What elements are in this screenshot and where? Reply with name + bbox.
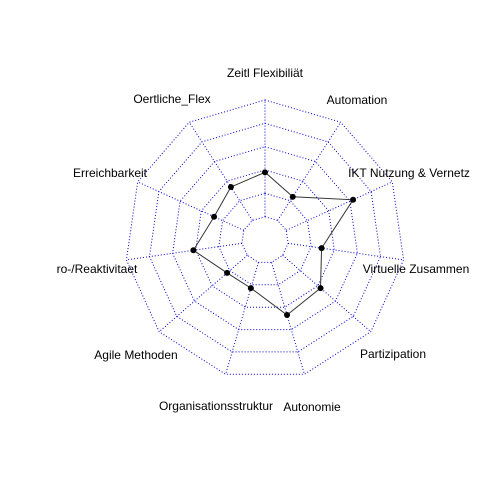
axis-label-6: Organisationsstruktur <box>159 399 273 413</box>
grid-ring-3 <box>195 169 335 308</box>
radar-spokes <box>126 100 404 375</box>
data-point-1 <box>289 193 296 200</box>
spoke-5 <box>271 262 305 375</box>
grid-ring-6 <box>125 99 405 375</box>
spoke-4 <box>282 254 372 333</box>
data-point-10 <box>227 184 234 191</box>
axis-label-5: Autonomie <box>283 400 341 414</box>
grid-ring-2 <box>218 192 312 286</box>
data-point-0 <box>262 169 268 176</box>
axis-label-8: ro-/Reaktivitaet <box>57 262 138 276</box>
data-point-2 <box>350 196 357 203</box>
data-point-9 <box>211 213 218 220</box>
data-point-4 <box>317 285 324 292</box>
spoke-3 <box>288 242 404 261</box>
axis-label-1: Automation <box>327 93 388 107</box>
radar-grid <box>125 99 405 375</box>
axis-label-9: Erreichbarkeit <box>73 166 148 180</box>
spoke-6 <box>225 262 259 375</box>
grid-ring-4 <box>172 146 358 331</box>
axis-label-3: Virtuelle Zusammen <box>363 262 470 276</box>
data-point-6 <box>247 285 254 292</box>
data-point-3 <box>318 245 325 252</box>
series-line <box>192 171 354 316</box>
data-point-8 <box>190 247 197 254</box>
axis-label-2: IKT Nutzung & Vernetz <box>348 166 470 180</box>
grid-ring-5 <box>148 122 382 353</box>
axis-label-0: Zeitl Flexibiliät <box>227 66 304 80</box>
spoke-8 <box>126 242 242 261</box>
radar-axis-labels: Zeitl Flexibiliät Automation IKT Nutzung &… <box>57 66 470 414</box>
data-point-5 <box>284 312 291 319</box>
spoke-2 <box>286 181 393 231</box>
axis-label-7: Agile Methoden <box>94 348 177 362</box>
data-point-7 <box>224 269 231 276</box>
radar-series <box>190 169 357 319</box>
axis-label-10: Oertliche_Flex <box>133 92 210 106</box>
spoke-1 <box>277 121 342 221</box>
grid-ring-1 <box>241 216 289 263</box>
axis-label-4: Partizipation <box>360 347 426 361</box>
